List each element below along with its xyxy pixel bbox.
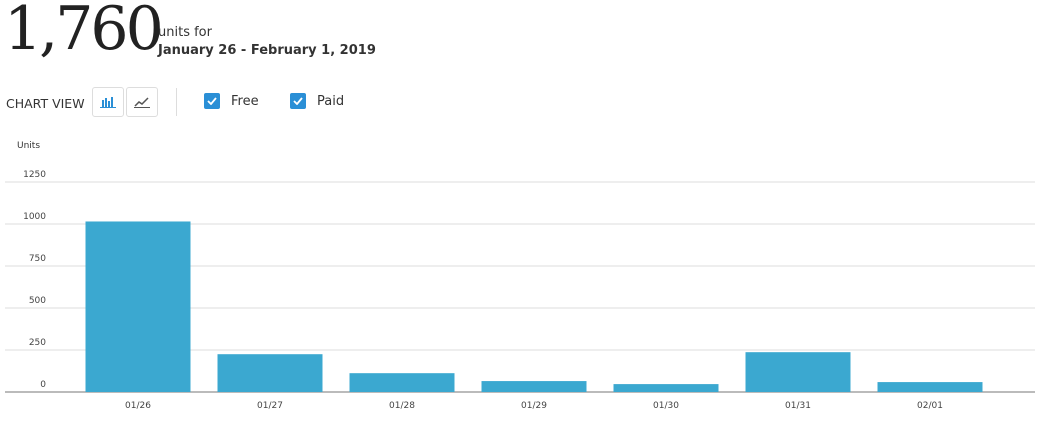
x-tick-label: 01/29 [521, 401, 547, 411]
bar-01-28 [349, 373, 455, 392]
bar-01-31 [745, 352, 851, 392]
paid-label: Paid [317, 93, 345, 109]
x-tick-label: 02/01 [917, 401, 943, 411]
total-units: 1,760 [4, 0, 164, 64]
y-tick-label: 1250 [23, 170, 46, 180]
bar-view-button[interactable] [92, 87, 124, 117]
divider [176, 88, 177, 116]
x-tick-label: 01/31 [785, 401, 811, 411]
paid-checkbox[interactable]: Paid [290, 93, 344, 109]
free-label: Free [231, 93, 259, 109]
y-tick-label: 500 [29, 296, 46, 306]
check-icon [290, 93, 306, 109]
y-tick-label: 250 [29, 338, 46, 348]
date-range: January 26 - February 1, 2019 [158, 43, 376, 58]
bar-01-27 [217, 354, 323, 392]
y-tick-label: 0 [40, 380, 46, 390]
x-tick-label: 01/26 [125, 401, 151, 411]
bar-02-01 [877, 382, 983, 392]
chart-view-label: CHART VIEW [6, 96, 85, 111]
y-tick-label: 1000 [23, 212, 46, 222]
check-icon [204, 93, 220, 109]
bar-01-29 [481, 381, 587, 392]
x-tick-label: 01/28 [389, 401, 415, 411]
bar-01-26 [85, 221, 191, 392]
bar-chart-icon [100, 97, 116, 108]
y-axis-label: Units [17, 141, 40, 151]
line-chart-icon [134, 97, 150, 108]
line-view-button[interactable] [126, 87, 158, 117]
x-tick-label: 01/27 [257, 401, 283, 411]
x-tick-label: 01/30 [653, 401, 679, 411]
y-tick-label: 750 [29, 254, 46, 264]
units-for-label: units for [158, 25, 212, 40]
bar-01-30 [613, 384, 719, 392]
free-checkbox[interactable]: Free [204, 93, 259, 109]
